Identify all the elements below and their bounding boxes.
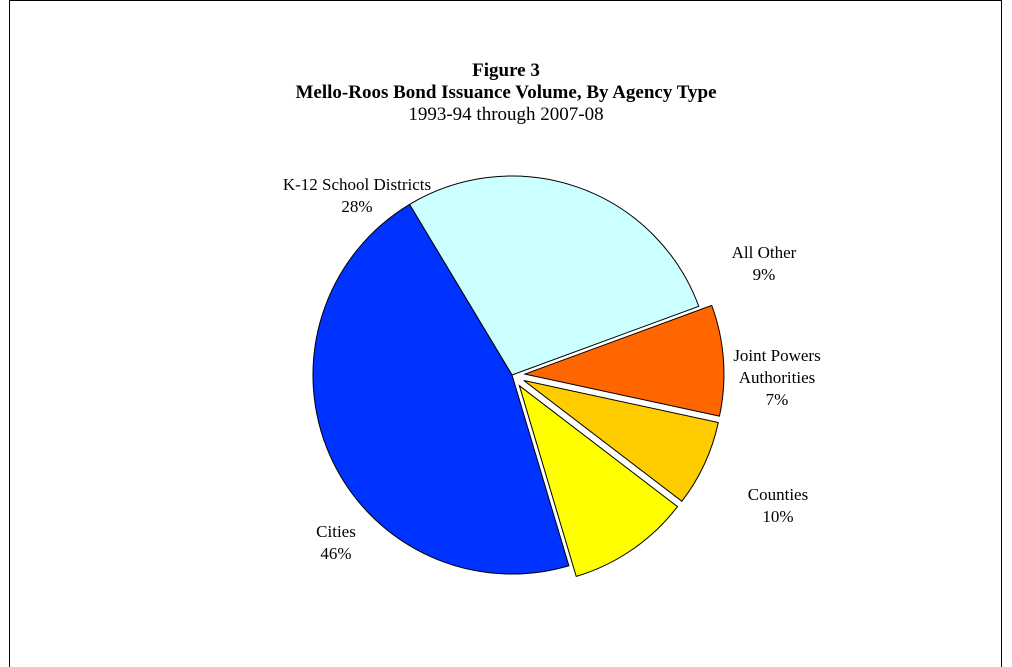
slice-label-all-other: All Other 9% [732, 243, 797, 284]
pie-slice-all-other [523, 304, 725, 417]
pie-slice-joint-powers-authorities [523, 379, 719, 503]
slice-label-k-12-school-districts: K-12 School Districts 28% [283, 175, 431, 216]
pie-slice-cities [312, 203, 570, 575]
slice-label-joint-powers-authorities: Joint Powers Authorities 7% [733, 346, 820, 409]
pie-slice-counties [518, 384, 679, 578]
chart-subtitle: 1993-94 through 2007-08 [408, 104, 604, 125]
chart-frame [9, 0, 1002, 667]
slice-label-cities: Cities 46% [316, 522, 356, 563]
slice-label-counties: Counties 10% [748, 485, 808, 526]
chart-title: Mello-Roos Bond Issuance Volume, By Agen… [295, 82, 717, 103]
figure-label: Figure 3 [472, 60, 540, 81]
chart-titles: Figure 3 Mello-Roos Bond Issuance Volume… [0, 60, 1012, 126]
pie-slice-k-12-school-districts [408, 175, 700, 376]
